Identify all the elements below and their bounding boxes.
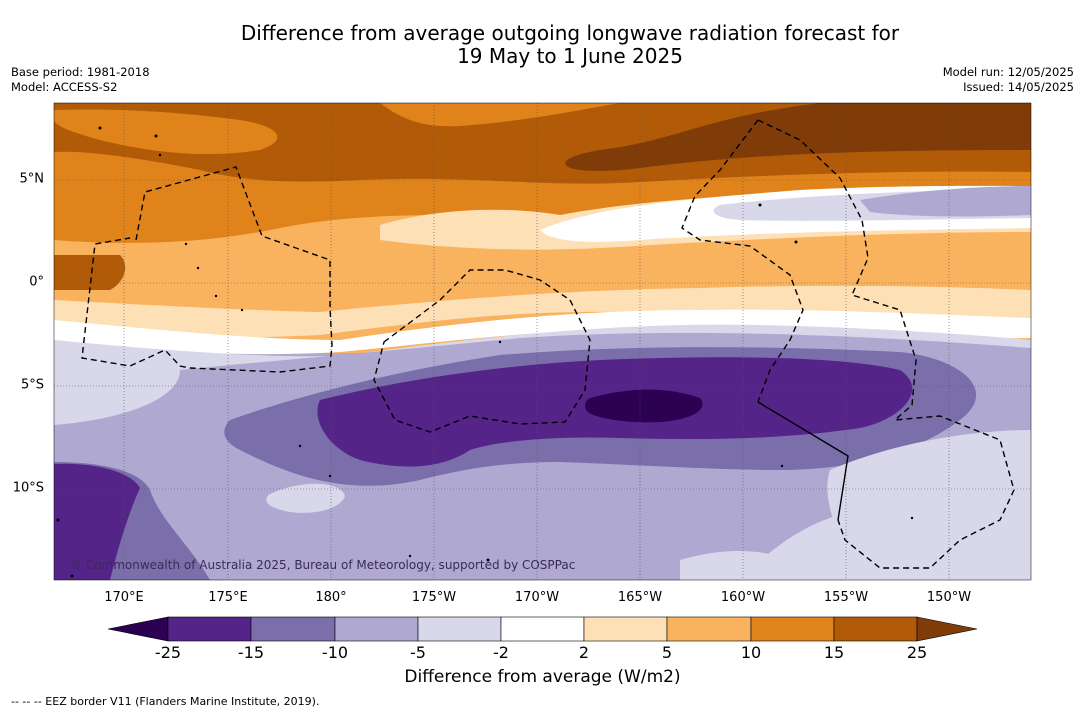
lon-label-175e: 175°E (208, 590, 248, 605)
graticule (54, 103, 1031, 580)
model-name: Model: ACCESS-S2 (11, 80, 118, 94)
colorbar-bin-2 (250, 616, 336, 642)
title-line-1: Difference from average outgoing longwav… (240, 21, 900, 45)
lon-label-175w: 175°W (411, 590, 457, 605)
colorbar-bin-6 (583, 616, 668, 642)
base-period: Base period: 1981-2018 (11, 65, 150, 79)
lat-label-0: 0° (29, 274, 44, 290)
colorbar-tick: 25 (906, 643, 928, 662)
islands (56, 126, 914, 578)
colorbar-bin-7 (666, 616, 752, 642)
lon-label-180: 180° (315, 590, 347, 605)
map-title: Difference from average outgoing longwav… (0, 22, 1085, 68)
colorbar-bin-gt-25 (916, 616, 978, 642)
lon-label-150w: 150°W (926, 590, 972, 605)
colorbar-bin-lt-25 (107, 616, 169, 642)
colorbar (107, 616, 978, 642)
title-line-2: 19 May to 1 June 2025 (457, 44, 683, 68)
lat-label-10s: 10°S (12, 480, 44, 496)
anomaly-field (54, 103, 1031, 580)
meta-right: Model run: 12/05/2025 Issued: 14/05/2025 (943, 65, 1074, 95)
lat-label-5s: 5°S (20, 377, 44, 393)
lon-label-160w: 160°W (720, 590, 766, 605)
eez-footnote: -- -- -- EEZ border V11 (Flanders Marine… (11, 695, 320, 708)
colorbar-tick: -25 (154, 643, 182, 662)
colorbar-tick: -2 (493, 643, 509, 662)
colorbar-tick: 10 (740, 643, 762, 662)
colorbar-bin-3 (334, 616, 419, 642)
lon-label-170w: 170°W (514, 590, 560, 605)
colorbar-bin-8 (750, 616, 835, 642)
colorbar-tick: 5 (661, 643, 673, 662)
colorbar-bin-4 (417, 616, 502, 642)
eez-borders (81, 119, 1015, 569)
issued-date: Issued: 14/05/2025 (963, 80, 1074, 94)
colorbar-title: Difference from average (W/m2) (404, 667, 681, 687)
lon-label-155w: 155°W (823, 590, 869, 605)
colorbar-tick: 15 (823, 643, 845, 662)
lon-label-165w: 165°W (617, 590, 663, 605)
colorbar-bin-5 (500, 616, 585, 642)
colorbar-tick: 2 (578, 643, 590, 662)
lon-label-170e: 170°E (104, 590, 144, 605)
colorbar-tick: -5 (410, 643, 426, 662)
colorbar-tick: -15 (237, 643, 265, 662)
colorbar-bin-9 (833, 616, 918, 642)
colorbar-bin-1 (167, 616, 252, 642)
meta-left: Base period: 1981-2018 Model: ACCESS-S2 (11, 65, 150, 95)
colorbar-tick: -10 (321, 643, 349, 662)
maritime-boundary-solid (757, 401, 849, 521)
copyright-notice: © Commonwealth of Australia 2025, Bureau… (70, 558, 576, 572)
model-run: Model run: 12/05/2025 (942, 65, 1074, 79)
lat-label-5n: 5°N (19, 171, 45, 187)
